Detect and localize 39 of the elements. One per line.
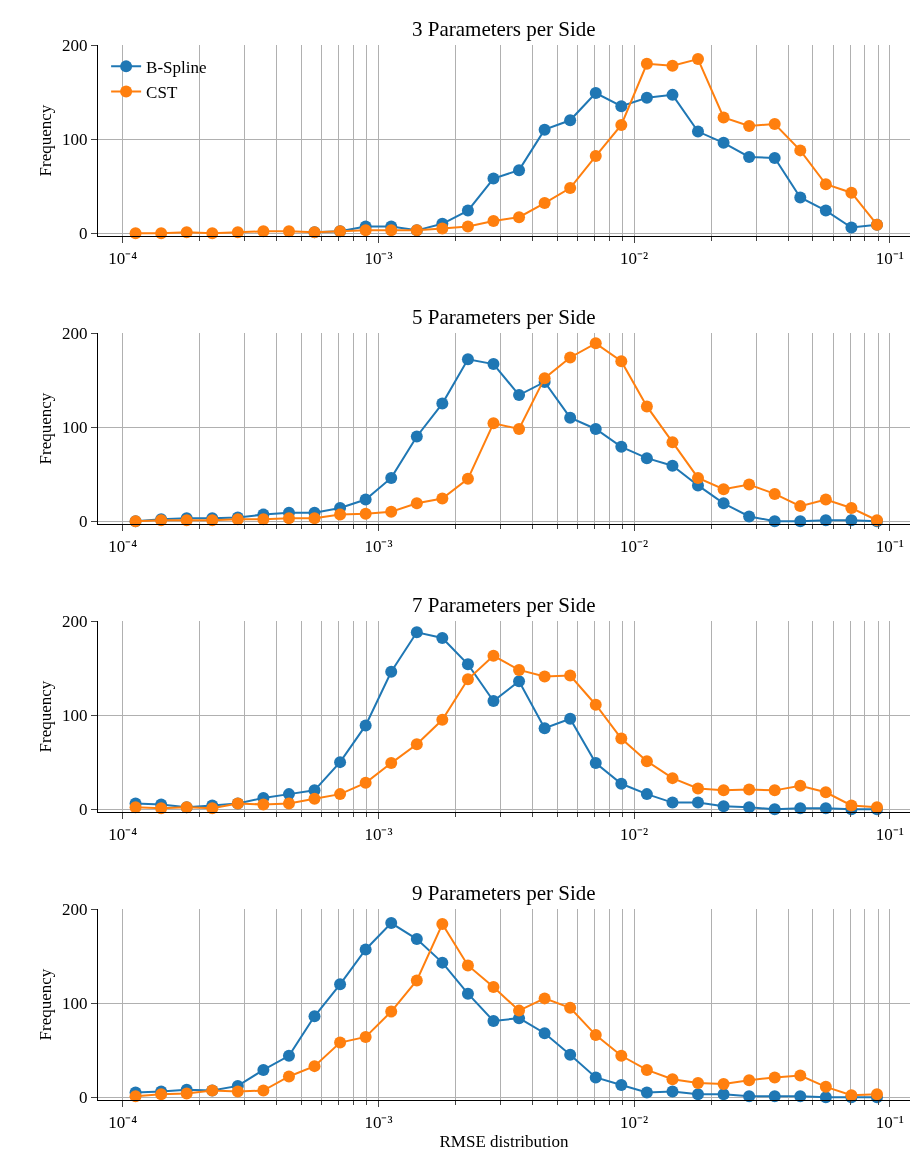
x-tick-label: 10⁻²: [620, 1112, 649, 1132]
y-tick-label: 100: [62, 994, 88, 1014]
x-tick-label: 10⁻⁴: [108, 1112, 138, 1132]
x-tick-label: 10⁻³: [364, 824, 393, 844]
y-tick-label: 200: [62, 323, 88, 343]
y-tick-label: 0: [79, 512, 88, 532]
y-tick-label: 200: [62, 899, 88, 919]
x-tick-label: 10⁻¹: [875, 824, 904, 844]
chart-title: 9 Parameters per Side: [412, 881, 596, 905]
x-tick-label: 10⁻¹: [875, 536, 904, 556]
y-tick-label: 100: [62, 130, 88, 150]
chart-title: 7 Parameters per Side: [412, 593, 596, 617]
chart-title: 3 Parameters per Side: [412, 17, 596, 41]
y-axis-title: Frequency: [35, 680, 55, 753]
x-tick-label: 10⁻⁴: [108, 248, 138, 268]
x-tick-label: 10⁻¹: [875, 248, 904, 268]
x-tick-label: 10⁻¹: [875, 1112, 904, 1132]
x-tick-label: 10⁻⁴: [108, 824, 138, 844]
x-tick-label: 10⁻²: [620, 248, 649, 268]
y-tick-label: 200: [62, 611, 88, 631]
y-tick-label: 0: [79, 1088, 88, 1108]
y-axis-title: Frequency: [35, 104, 55, 177]
x-axis-title: RMSE distribution: [439, 1131, 569, 1151]
legend-label: CST: [146, 83, 178, 103]
legend-label: B-Spline: [146, 58, 207, 77]
y-tick-label: 100: [62, 418, 88, 438]
y-tick-label: 0: [79, 800, 88, 820]
y-tick-label: 0: [79, 224, 88, 244]
x-tick-label: 10⁻³: [364, 1112, 393, 1132]
y-axis-title: Frequency: [35, 392, 55, 465]
x-tick-label: 10⁻⁴: [108, 536, 138, 556]
chart-title: 5 Parameters per Side: [412, 305, 596, 329]
x-tick-label: 10⁻²: [620, 536, 649, 556]
y-axis-title: Frequency: [35, 968, 55, 1041]
x-tick-label: 10⁻²: [620, 824, 649, 844]
x-tick-label: 10⁻³: [364, 536, 393, 556]
x-tick-label: 10⁻³: [364, 248, 393, 268]
y-tick-label: 200: [62, 35, 88, 55]
y-tick-label: 100: [62, 706, 88, 726]
